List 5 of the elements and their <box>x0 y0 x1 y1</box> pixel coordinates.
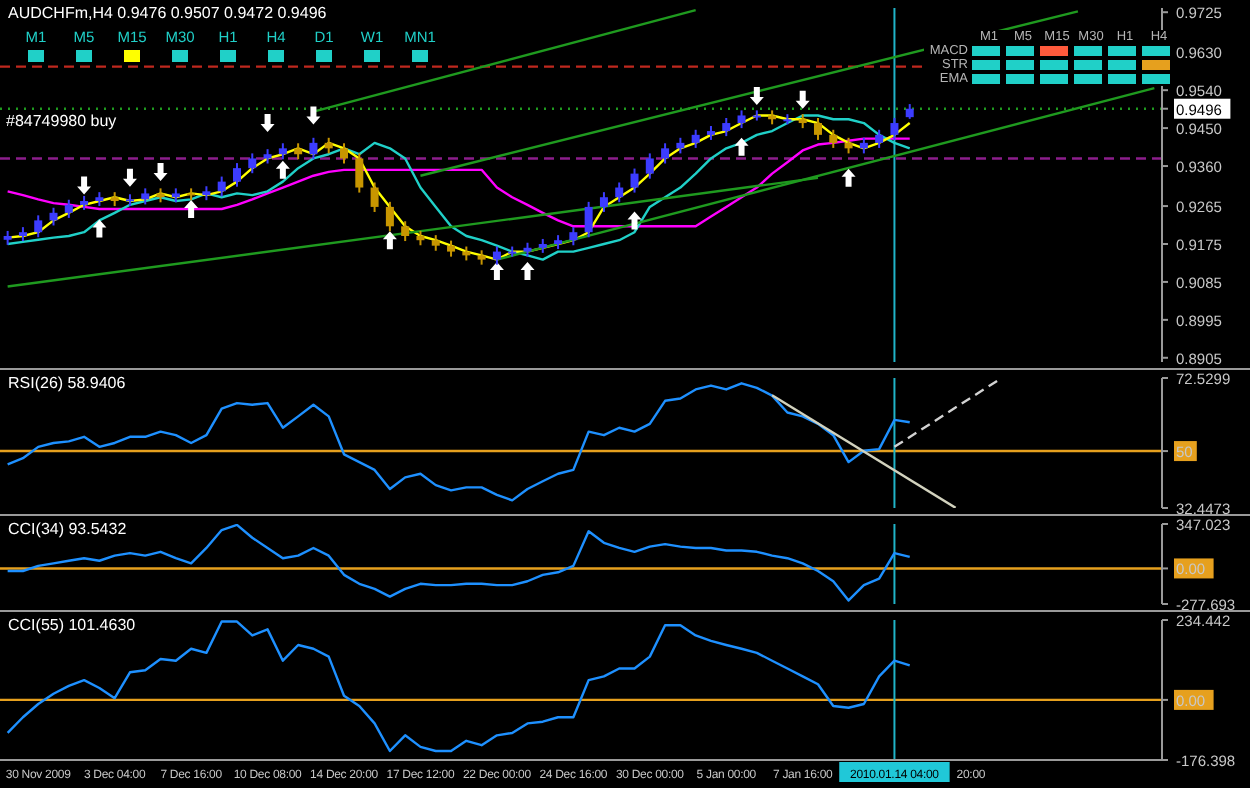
chart-title: AUDCHFm,H4 0.9476 0.9507 0.9472 0.9496 <box>8 4 327 22</box>
ref-line-label: #84749980 buy <box>6 112 117 131</box>
chart-title: CCI(55) 101.4630 <box>8 616 136 634</box>
chart-title: CCI(34) 93.5432 <box>8 520 127 538</box>
chart-title: RSI(26) 58.9406 <box>8 374 126 392</box>
